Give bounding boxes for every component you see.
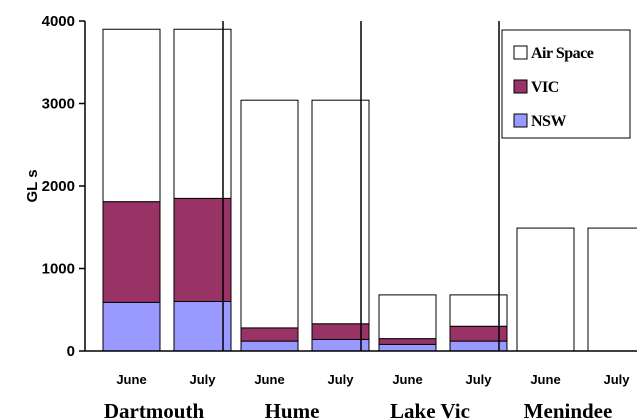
x-tick-label: June <box>116 372 146 387</box>
x-tick-label: June <box>254 372 284 387</box>
bar-air-space-6 <box>516 227 575 352</box>
group-labels: Dartmouth Hume Lake Vic Menindee <box>104 399 612 419</box>
axes <box>79 20 637 352</box>
bar-nsw-2 <box>240 340 299 352</box>
legend-swatch-nsw <box>513 113 528 128</box>
x-tick-labels: June July June July June July June July <box>116 372 630 387</box>
bar-nsw-0 <box>102 301 161 352</box>
bar-vic-2 <box>240 327 299 342</box>
bar-air-space-0 <box>102 28 161 203</box>
x-tick-label: July <box>465 372 492 387</box>
bar-vic-1 <box>173 197 232 302</box>
group-label: Menindee <box>524 399 613 419</box>
group-label: Dartmouth <box>104 399 205 419</box>
bar-nsw-1 <box>173 301 232 352</box>
x-tick-label: July <box>603 372 630 387</box>
y-tick-label: 4000 <box>42 13 75 30</box>
legend-swatch-air-space <box>513 45 528 60</box>
bar-nsw-4 <box>378 343 437 352</box>
legend-label: VIC <box>531 79 559 96</box>
y-tick-label: 3000 <box>42 96 75 113</box>
y-axis-label: GL s <box>24 169 41 202</box>
legend: Air Space VIC NSW <box>501 29 631 139</box>
legend-label: Air Space <box>531 45 594 62</box>
bar-air-space-1 <box>173 28 232 199</box>
bar-vic-0 <box>102 201 161 303</box>
group-label: Lake Vic <box>390 399 470 419</box>
legend-label: NSW <box>531 113 566 130</box>
bar-air-space-2 <box>240 99 299 329</box>
y-tick-labels: 0 1000 2000 3000 4000 <box>42 13 75 360</box>
bar-air-space-4 <box>378 294 437 340</box>
group-dividers <box>222 21 500 351</box>
y-tick-label: 2000 <box>42 178 75 195</box>
y-tick-label: 0 <box>67 343 75 360</box>
bar-air-space-5 <box>449 294 508 327</box>
bar-vic-4 <box>378 338 437 345</box>
x-tick-label: July <box>189 372 216 387</box>
group-label: Hume <box>265 399 320 419</box>
x-tick-label: July <box>327 372 354 387</box>
bar-air-space-3 <box>311 99 370 325</box>
x-tick-label: June <box>392 372 422 387</box>
y-tick-label: 1000 <box>42 261 75 278</box>
bars-layer <box>102 28 637 352</box>
legend-swatch-vic <box>513 79 528 94</box>
bar-air-space-7 <box>587 227 637 352</box>
x-tick-label: June <box>530 372 560 387</box>
